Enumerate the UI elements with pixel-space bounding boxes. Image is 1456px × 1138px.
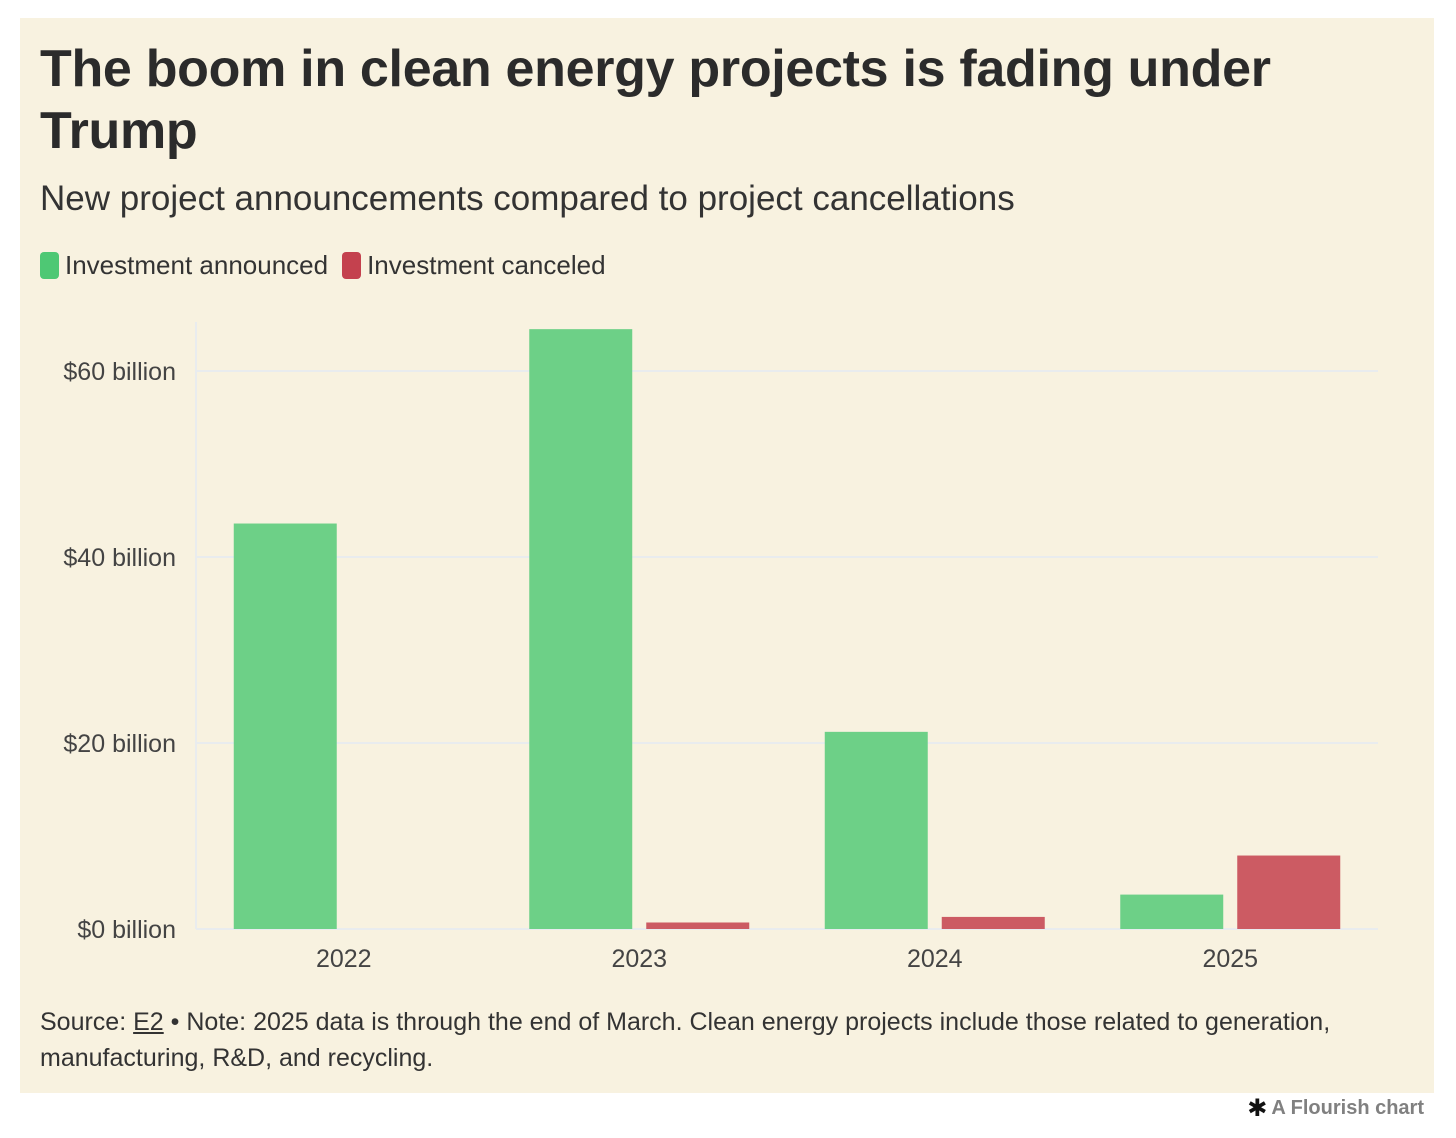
y-tick-label: $40 billion [63,544,176,572]
source-label: Source: [40,1008,127,1036]
bar-announced [233,523,337,929]
bar-canceled [1237,855,1341,929]
y-tick-label: $0 billion [77,916,176,944]
legend-item-canceled[interactable]: Investment canceled [342,250,606,281]
legend-label-canceled: Investment canceled [367,250,606,280]
bar-canceled [941,916,1045,929]
bar-announced [1120,894,1224,929]
chart-subtitle: New project announcements compared to pr… [40,179,1015,218]
asterisk-icon: ✱ [1247,1094,1268,1122]
y-tick-label: $60 billion [63,358,176,386]
legend: Investment announced Investment canceled [40,250,620,281]
legend-label-announced: Investment announced [65,250,329,280]
x-tick-label: 2022 [316,945,372,973]
bar-announced [529,329,633,929]
bar-announced [824,731,928,929]
x-tick-label: 2025 [1202,945,1258,973]
y-tick-label: $20 billion [63,730,176,758]
x-tick-label: 2024 [907,945,963,973]
legend-swatch-canceled [342,252,362,279]
footnote: Source: E2 • Note: 2025 data is through … [40,1004,1400,1076]
bar-canceled [646,922,750,929]
x-tick-label: 2023 [611,945,667,973]
legend-swatch-announced [40,252,59,279]
flourish-credit[interactable]: ✱ A Flourish chart [1247,1094,1424,1122]
chart-title: The boom in clean energy projects is fad… [40,40,1271,160]
footnote-note: • Note: 2025 data is through the end of … [40,1008,1331,1072]
legend-item-announced[interactable]: Investment announced [40,250,328,281]
source-link[interactable]: E2 [133,1008,164,1036]
credit-text: A Flourish chart [1271,1097,1424,1119]
